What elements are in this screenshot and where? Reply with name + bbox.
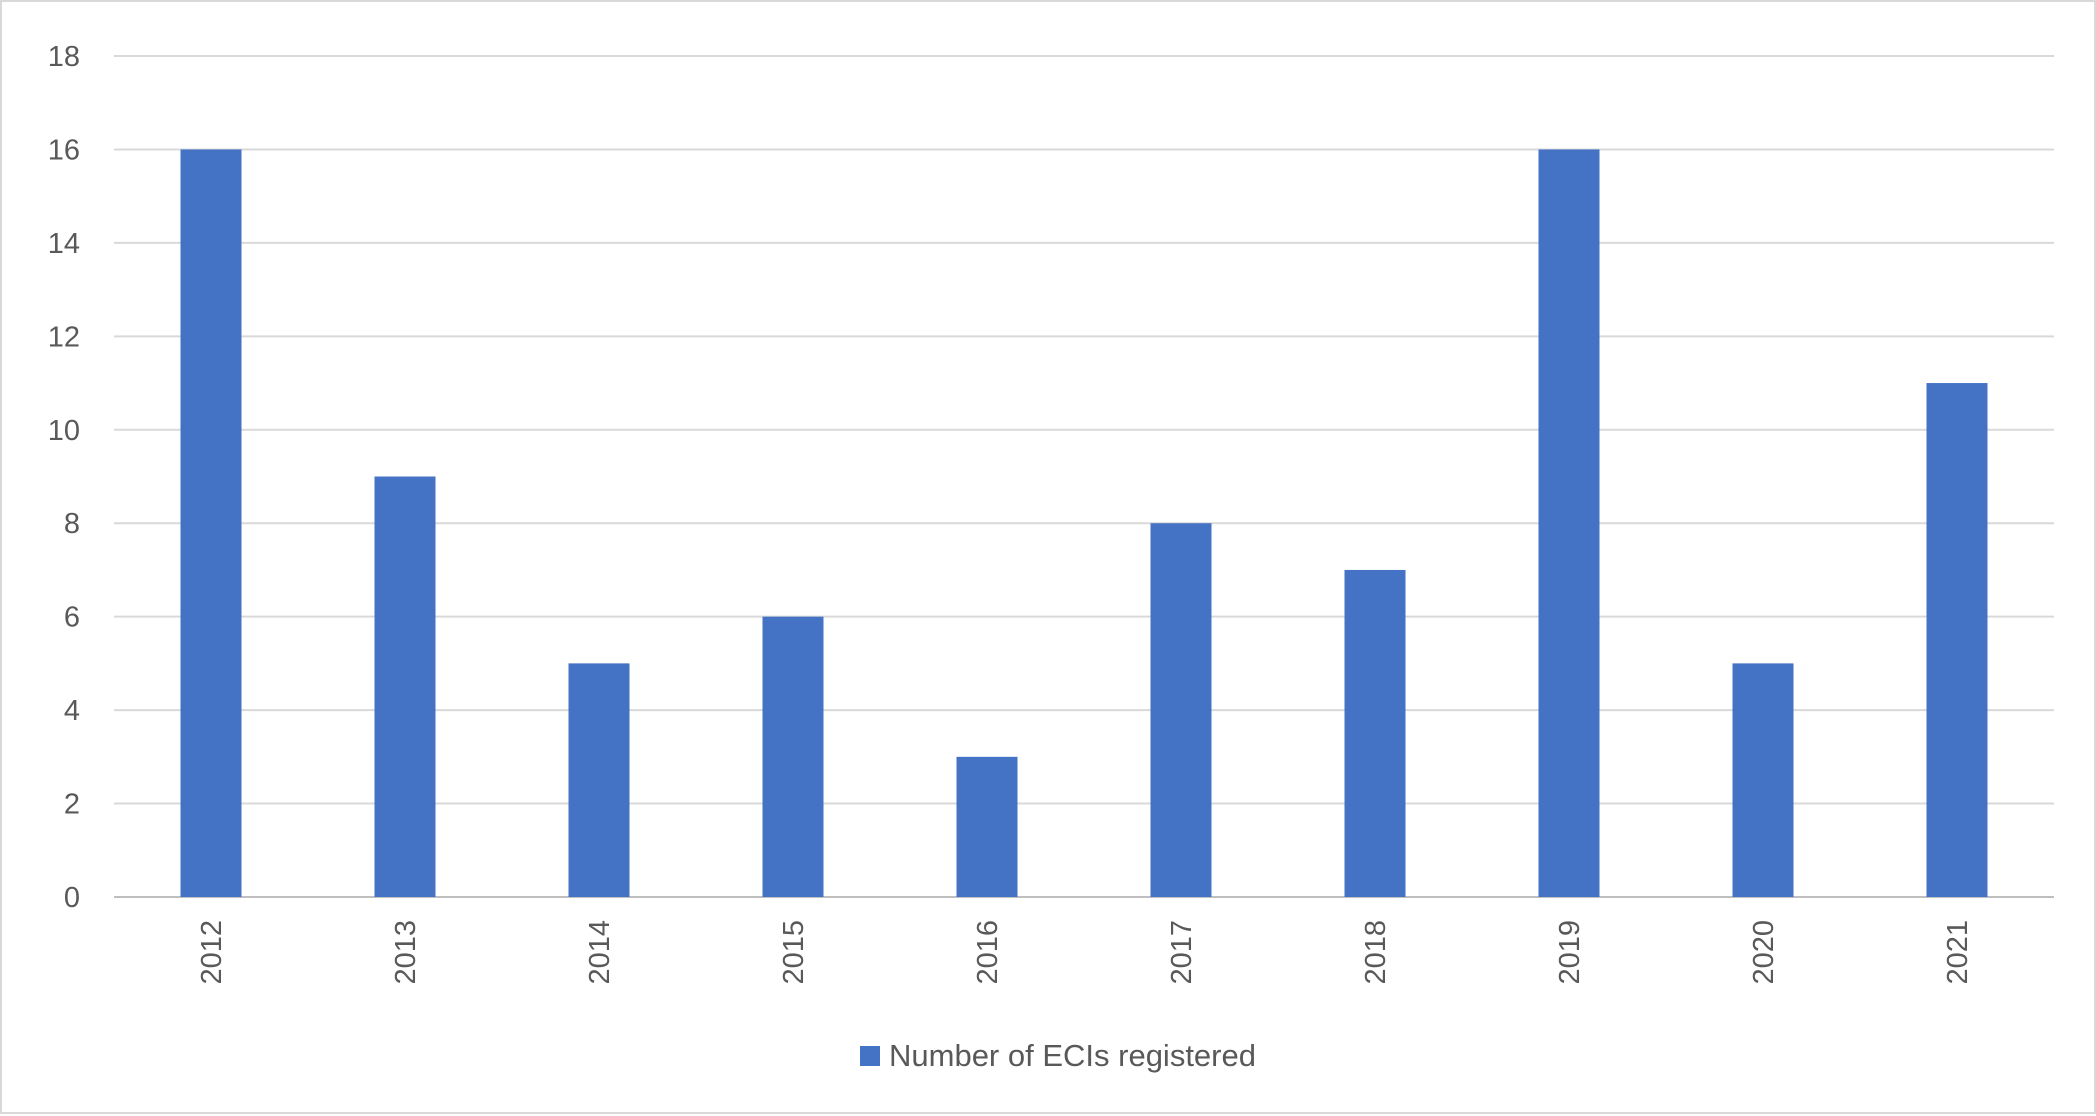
bar-2016 <box>956 756 1018 897</box>
x-tick-label-2021: 2021 <box>1942 920 1974 985</box>
y-tick-label: 8 <box>64 508 80 540</box>
x-tick-label-2018: 2018 <box>1360 920 1392 985</box>
y-axis-ticks: 0 2 4 6 8 10 12 14 16 18 <box>48 41 80 914</box>
y-tick-label: 18 <box>48 41 80 73</box>
y-tick-label: 14 <box>48 228 80 260</box>
x-tick-label-2013: 2013 <box>390 920 422 985</box>
x-tick-label-2012: 2012 <box>196 920 228 985</box>
y-tick-label: 2 <box>64 789 80 821</box>
gridlines <box>114 55 2054 898</box>
x-tick-label-2015: 2015 <box>778 920 810 985</box>
legend: Number of ECIs registered <box>860 1038 1256 1073</box>
y-tick-label: 0 <box>64 882 80 914</box>
bar-2020 <box>1732 663 1794 897</box>
bar-2014 <box>568 663 630 897</box>
y-tick-label: 16 <box>48 134 80 166</box>
y-tick-label: 4 <box>64 695 80 727</box>
bar-2019 <box>1538 149 1600 897</box>
bar-2012 <box>180 149 242 897</box>
x-axis-ticks: 2012 2013 2014 2015 2016 2017 2018 2019 2020 2021 <box>196 920 1974 985</box>
bar-2018 <box>1344 569 1406 897</box>
x-tick-label-2017: 2017 <box>1166 920 1198 985</box>
legend-swatch <box>860 1046 880 1066</box>
y-tick-label: 12 <box>48 321 80 353</box>
bar-2015 <box>762 616 824 897</box>
y-tick-label: 10 <box>48 415 80 447</box>
legend-label: Number of ECIs registered <box>889 1038 1256 1073</box>
bars <box>180 149 1988 897</box>
bar-2017 <box>1150 523 1212 897</box>
bar-2021 <box>1926 383 1988 897</box>
bar-2013 <box>374 476 436 897</box>
x-tick-label-2016: 2016 <box>972 920 1004 985</box>
y-tick-label: 6 <box>64 602 80 634</box>
x-tick-label-2014: 2014 <box>584 920 616 985</box>
x-tick-label-2019: 2019 <box>1554 920 1586 985</box>
x-tick-label-2020: 2020 <box>1748 920 1780 985</box>
